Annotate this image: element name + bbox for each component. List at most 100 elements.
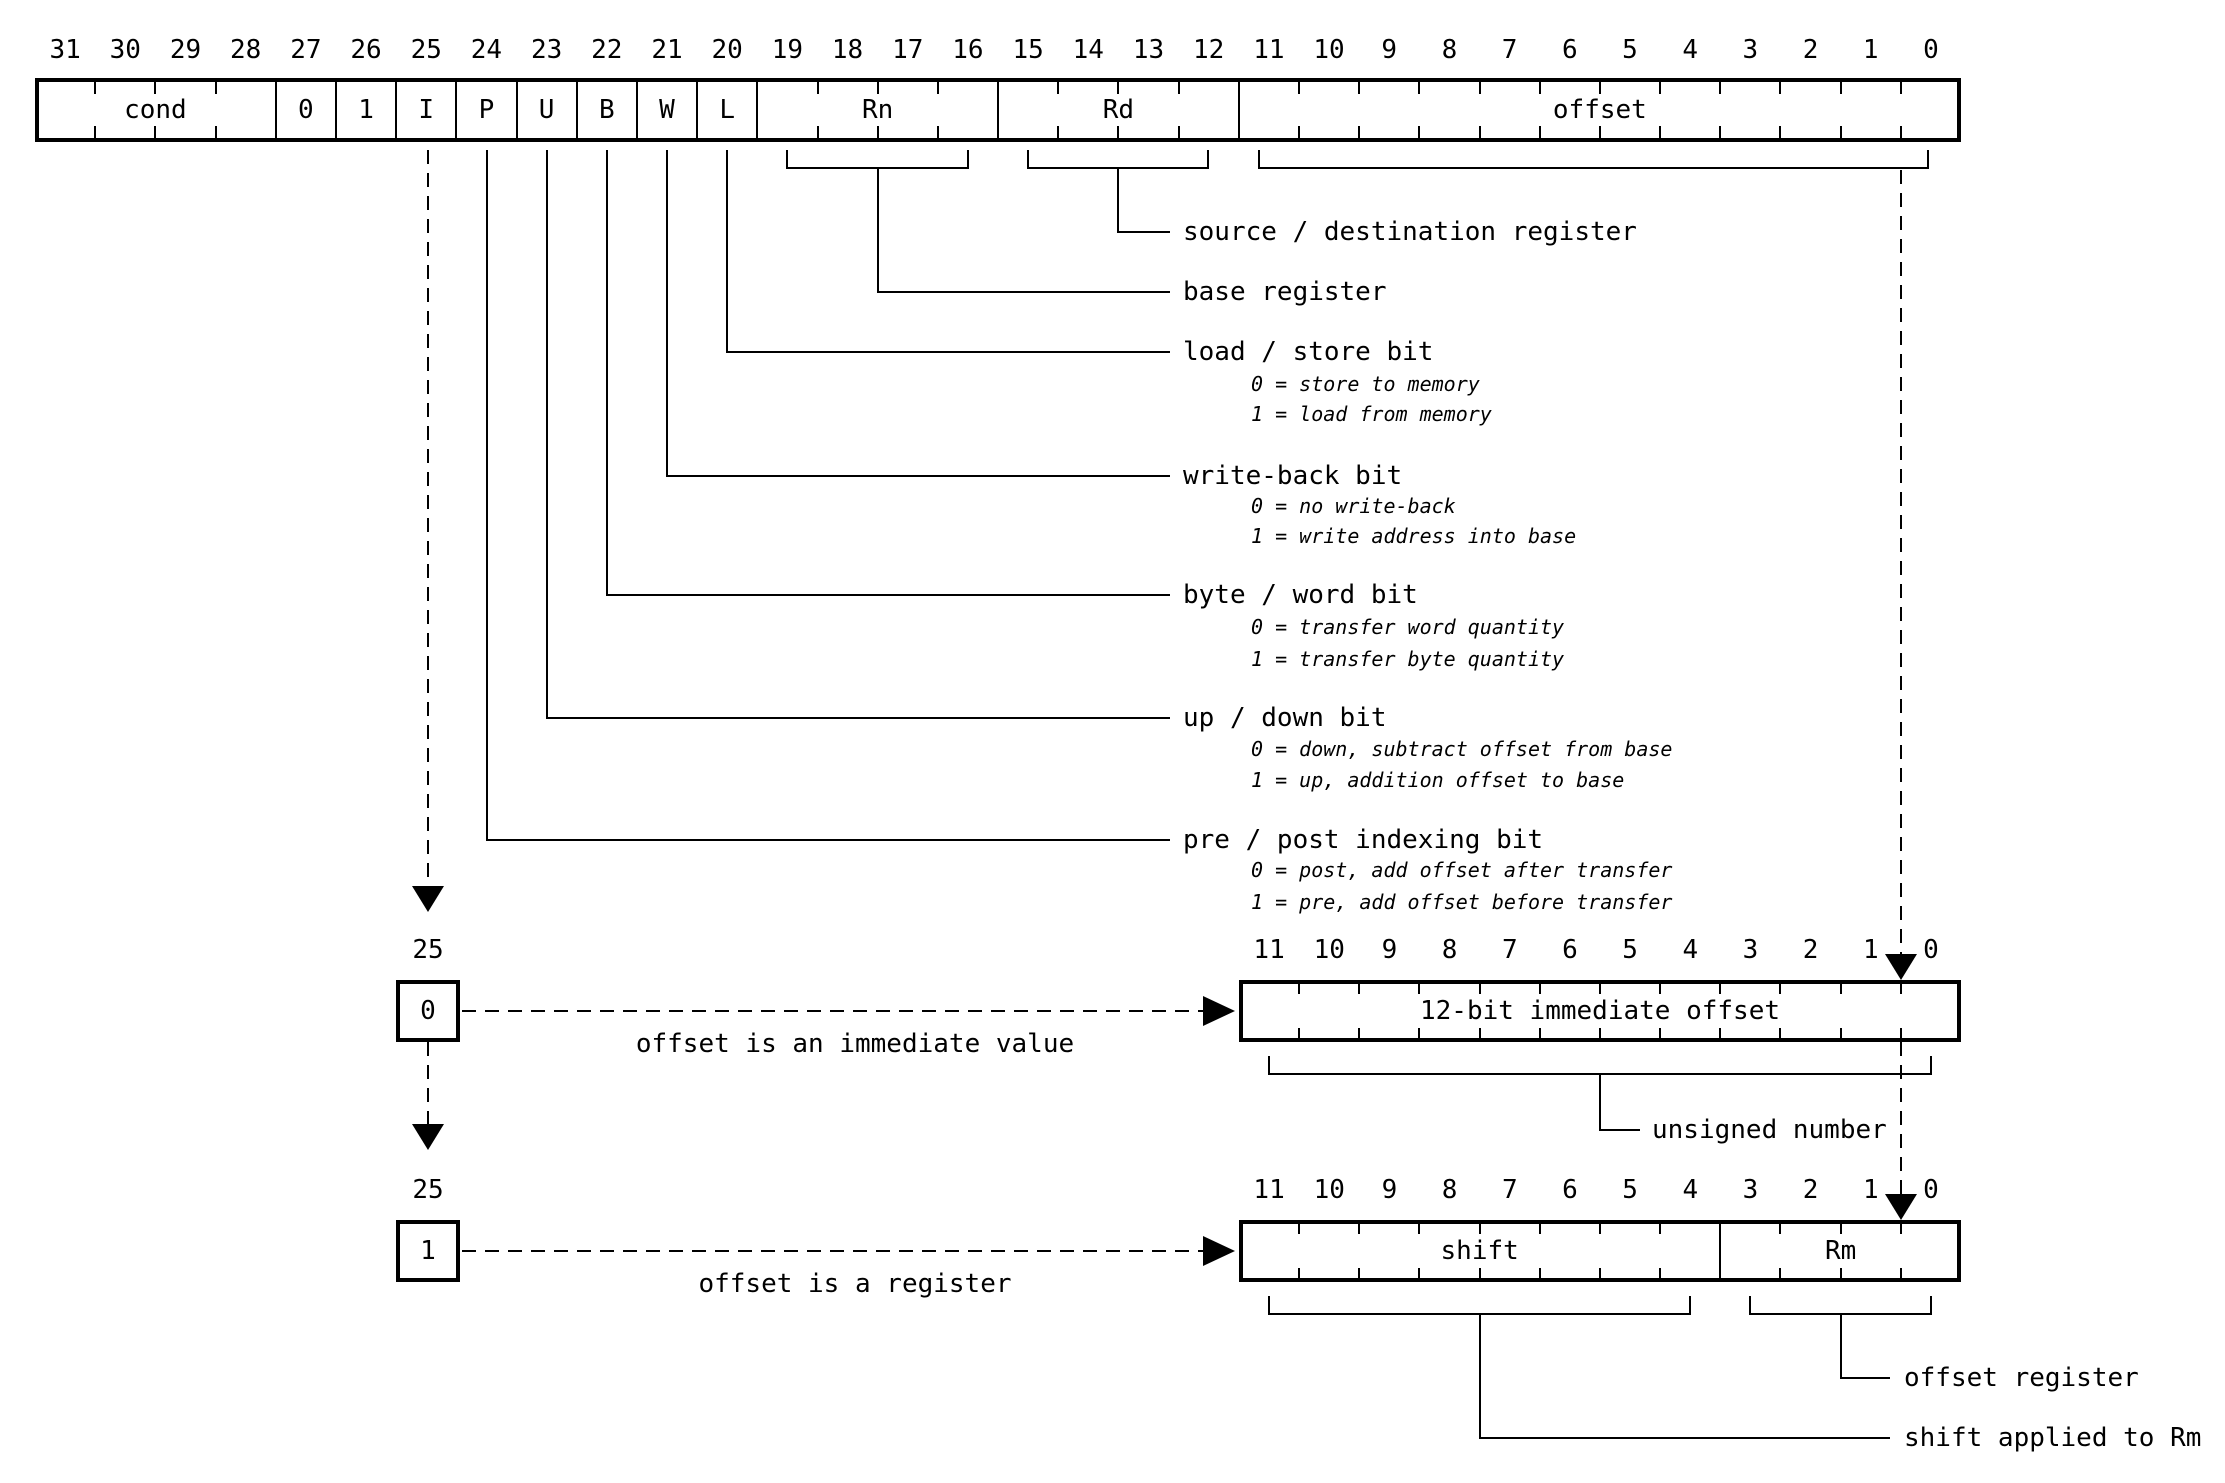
field-p: P xyxy=(478,95,495,125)
field-shift: shift xyxy=(1440,1236,1519,1266)
field-i: I xyxy=(418,95,435,125)
immediate-bit-value: 0 xyxy=(420,996,436,1026)
bit-number: 22 xyxy=(591,35,623,65)
bit-number: 17 xyxy=(892,35,924,65)
bit-ticks-main xyxy=(94,82,1902,138)
bit-number: 8 xyxy=(1441,35,1458,65)
field-dividers xyxy=(275,82,1721,1278)
label-byte-word: byte / word bit xyxy=(1183,580,1418,610)
bit-number: 1 xyxy=(1862,35,1879,65)
bit-number: 0 xyxy=(1923,35,1939,65)
label-load-store-1: 1 = load from memory xyxy=(1251,402,1492,426)
field-offset: offset xyxy=(1552,95,1647,125)
bit-number: 7 xyxy=(1501,35,1518,65)
field-rm: Rm xyxy=(1825,1236,1857,1266)
label-unsigned-number: unsigned number xyxy=(1652,1115,1887,1145)
register-offset-box: shift Rm xyxy=(1239,1220,1961,1282)
bit-number: 0 xyxy=(1923,935,1939,965)
bit-number: 5 xyxy=(1622,35,1638,65)
bit-number: 24 xyxy=(470,35,503,65)
field-rn: Rn xyxy=(861,95,894,125)
bit-number: 11 xyxy=(1253,35,1285,65)
bit-number: 11 xyxy=(1253,935,1285,965)
register-bit-number: 25 xyxy=(412,1175,444,1205)
b-stem xyxy=(606,150,1170,596)
bit-number: 27 xyxy=(290,35,322,65)
label-source-dest: source / destination register xyxy=(1183,217,1637,247)
shift-bracket xyxy=(1268,1296,1691,1315)
label-write-back: write-back bit xyxy=(1183,461,1403,491)
label-up-down-0: 0 = down, subtract offset from base xyxy=(1251,737,1673,761)
bit-number: 25 xyxy=(410,35,442,65)
bit-number: 9 xyxy=(1381,935,1398,965)
arrow-down-offset1 xyxy=(1885,954,1917,980)
bit-number: 14 xyxy=(1072,35,1104,65)
label-pre-post: pre / post indexing bit xyxy=(1183,825,1544,855)
bit-number: 8 xyxy=(1441,935,1458,965)
register-caption: offset is a register xyxy=(698,1269,1012,1299)
bit-number: 12 xyxy=(1193,35,1225,65)
bit-number: 16 xyxy=(952,35,984,65)
immediate-offset-box: 12-bit immediate offset xyxy=(1239,980,1961,1042)
label-shift-applied: shift applied to Rm xyxy=(1904,1423,2202,1453)
field-w: W xyxy=(659,95,675,125)
instruction-fields: cond 0 1 I P U B W L Rn Rd offset xyxy=(35,78,1961,142)
arrow-down-i1 xyxy=(412,886,444,912)
immediate-bit-number: 25 xyxy=(412,935,444,965)
label-up-down: up / down bit xyxy=(1183,703,1387,733)
bit-number: 3 xyxy=(1742,1175,1759,1205)
bit-number: 10 xyxy=(1313,935,1345,965)
bit-number: 2 xyxy=(1802,35,1819,65)
unsigned-stem xyxy=(1599,1074,1640,1131)
label-load-store: load / store bit xyxy=(1183,337,1434,367)
bit-number: 8 xyxy=(1441,1175,1458,1205)
bit-number: 4 xyxy=(1682,35,1698,65)
arrow-right-immediate xyxy=(1203,996,1235,1026)
immediate-caption: offset is an immediate value xyxy=(635,1029,1075,1059)
bit-number: 0 xyxy=(1923,1175,1939,1205)
field-immediate-offset: 12-bit immediate offset xyxy=(1419,996,1781,1026)
bit-number-row-register: 11 10 9 8 7 6 5 4 3 2 1 0 xyxy=(1239,1176,1961,1204)
field-b: B xyxy=(598,95,615,125)
label-pre-post-0: 0 = post, add offset after transfer xyxy=(1251,858,1673,882)
bit-number: 2 xyxy=(1802,1175,1819,1205)
bit-number: 10 xyxy=(1313,1175,1345,1205)
label-load-store-0: 0 = store to memory xyxy=(1251,372,1480,396)
immediate-bracket xyxy=(1268,1056,1932,1075)
bit-number: 28 xyxy=(230,35,262,65)
bit-number-row-immediate: 11 10 9 8 7 6 5 4 3 2 1 0 xyxy=(1239,936,1961,964)
bit-number: 21 xyxy=(651,35,683,65)
label-up-down-1: 1 = up, addition offset to base xyxy=(1251,768,1625,792)
arrow-right-register xyxy=(1203,1236,1235,1266)
instruction-box-outline xyxy=(35,78,1961,142)
shift-note-stem xyxy=(1479,1314,1890,1439)
field-u: U xyxy=(538,95,555,125)
register-bit-value: 1 xyxy=(420,1236,436,1266)
u-stem xyxy=(546,150,1170,719)
bit-number: 7 xyxy=(1501,1175,1518,1205)
rm-bracket xyxy=(1749,1296,1932,1315)
field-cond: cond xyxy=(124,95,187,125)
bit-number: 30 xyxy=(109,35,141,65)
label-write-back-0: 0 = no write-back xyxy=(1251,494,1456,518)
bit-number: 2 xyxy=(1802,935,1819,965)
bit-number: 18 xyxy=(831,35,864,65)
bit-number: 7 xyxy=(1501,935,1518,965)
offset-bracket xyxy=(1258,150,1929,169)
i-bit-0-box-outline xyxy=(396,980,460,1042)
bit-number: 3 xyxy=(1742,935,1759,965)
label-byte-word-1: 1 = transfer byte quantity xyxy=(1251,647,1565,671)
bit-number: 20 xyxy=(711,35,743,65)
bit-number-row-top: 31 30 29 28 27 26 25 24 23 22 21 20 19 1… xyxy=(35,36,1961,64)
field-rd: Rd xyxy=(1102,95,1135,125)
field-l: L xyxy=(719,95,735,125)
bit-ticks-register xyxy=(1298,1222,1902,1280)
label-byte-word-0: 0 = transfer word quantity xyxy=(1251,615,1565,639)
bit-ticks-immediate xyxy=(1298,982,1902,1040)
bit-number: 6 xyxy=(1562,935,1578,965)
bit-number: 9 xyxy=(1381,1175,1398,1205)
i-bit-1-box-outline xyxy=(396,1220,460,1282)
rn-bracket xyxy=(786,150,969,169)
bit-number: 1 xyxy=(1862,1175,1879,1205)
